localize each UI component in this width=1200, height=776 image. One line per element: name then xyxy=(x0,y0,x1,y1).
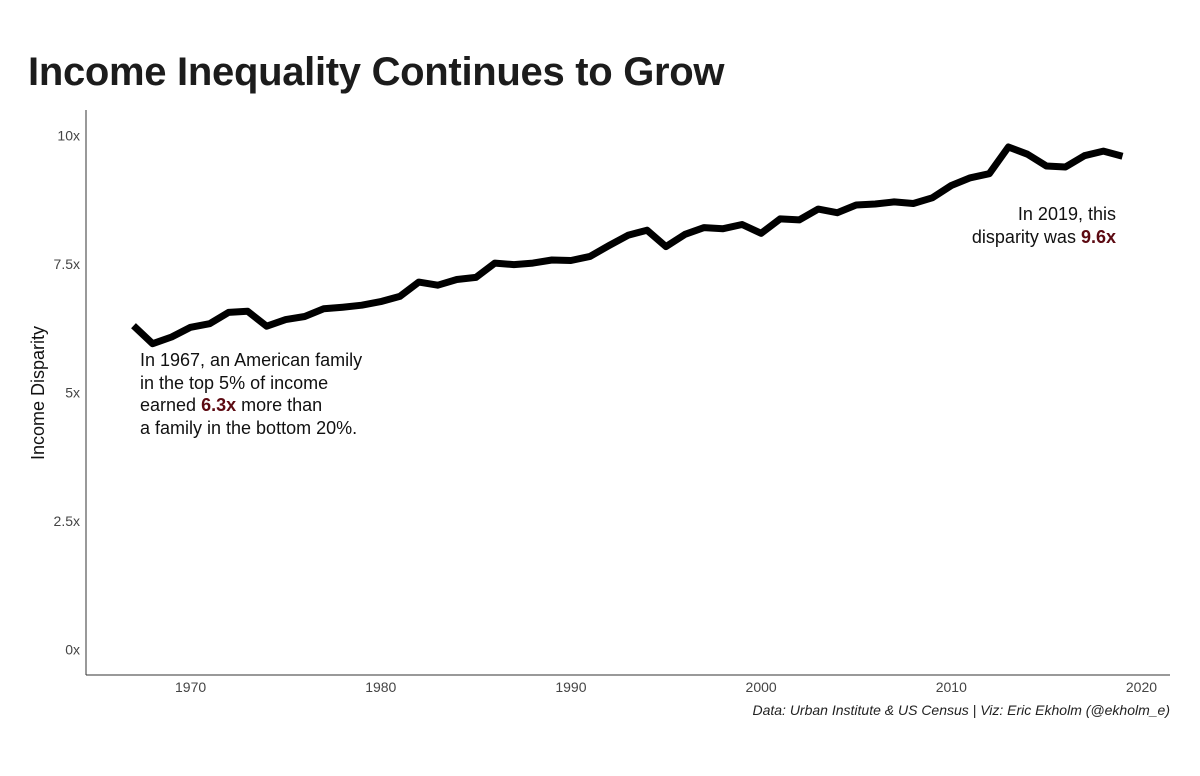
annotation-1967-line3: earned 6.3x more than xyxy=(140,394,362,417)
annotation-2019-line2-pre: disparity was xyxy=(971,226,1081,247)
y-axis-label: Income Disparity xyxy=(28,326,48,460)
x-tick-label: 1980 xyxy=(365,679,396,695)
y-tick-label: 5x xyxy=(65,385,80,401)
y-tick-label: 10x xyxy=(57,128,80,144)
chart-title: Income Inequality Continues to Grow xyxy=(28,50,725,94)
annotation-1967-line3-post: more than xyxy=(236,395,323,415)
annotation-2019-line1: In 2019, this xyxy=(1017,204,1116,224)
annotation-2019: In 2019, this disparity was 9.6x xyxy=(972,203,1116,248)
annotation-1967-line1: In 1967, an American family xyxy=(140,350,363,370)
source-caption: Data: Urban Institute & US Census | Viz:… xyxy=(752,702,1170,718)
x-tick-label: 1970 xyxy=(175,679,206,695)
annotation-1967: In 1967, an American family in the top 5… xyxy=(140,349,362,439)
income-disparity-line xyxy=(131,143,1124,348)
axes xyxy=(85,110,1170,676)
annotation-1967-value: 6.3x xyxy=(201,395,237,415)
x-tick-label: 2000 xyxy=(746,679,777,695)
annotation-1967-line4: a family in the bottom 20%. xyxy=(140,417,358,438)
x-tick-label: 2010 xyxy=(936,679,967,695)
annotation-1967-line3-pre: earned xyxy=(140,395,202,415)
x-tick-labels: 1970 1980 1990 2000 2010 2020 xyxy=(175,679,1157,695)
y-tick-labels: 0x 2.5x 5x 7.5x 10x xyxy=(54,128,80,658)
x-tick-label: 1990 xyxy=(555,679,586,695)
y-tick-label: 7.5x xyxy=(54,256,80,272)
annotation-2019-line2: disparity was 9.6x xyxy=(972,226,1116,249)
y-tick-label: 2.5x xyxy=(54,513,80,529)
annotation-2019-value: 9.6x xyxy=(1080,226,1116,247)
x-tick-label: 2020 xyxy=(1126,679,1157,695)
annotation-1967-line2: in the top 5% of income xyxy=(140,372,329,393)
y-tick-label: 0x xyxy=(65,641,80,657)
